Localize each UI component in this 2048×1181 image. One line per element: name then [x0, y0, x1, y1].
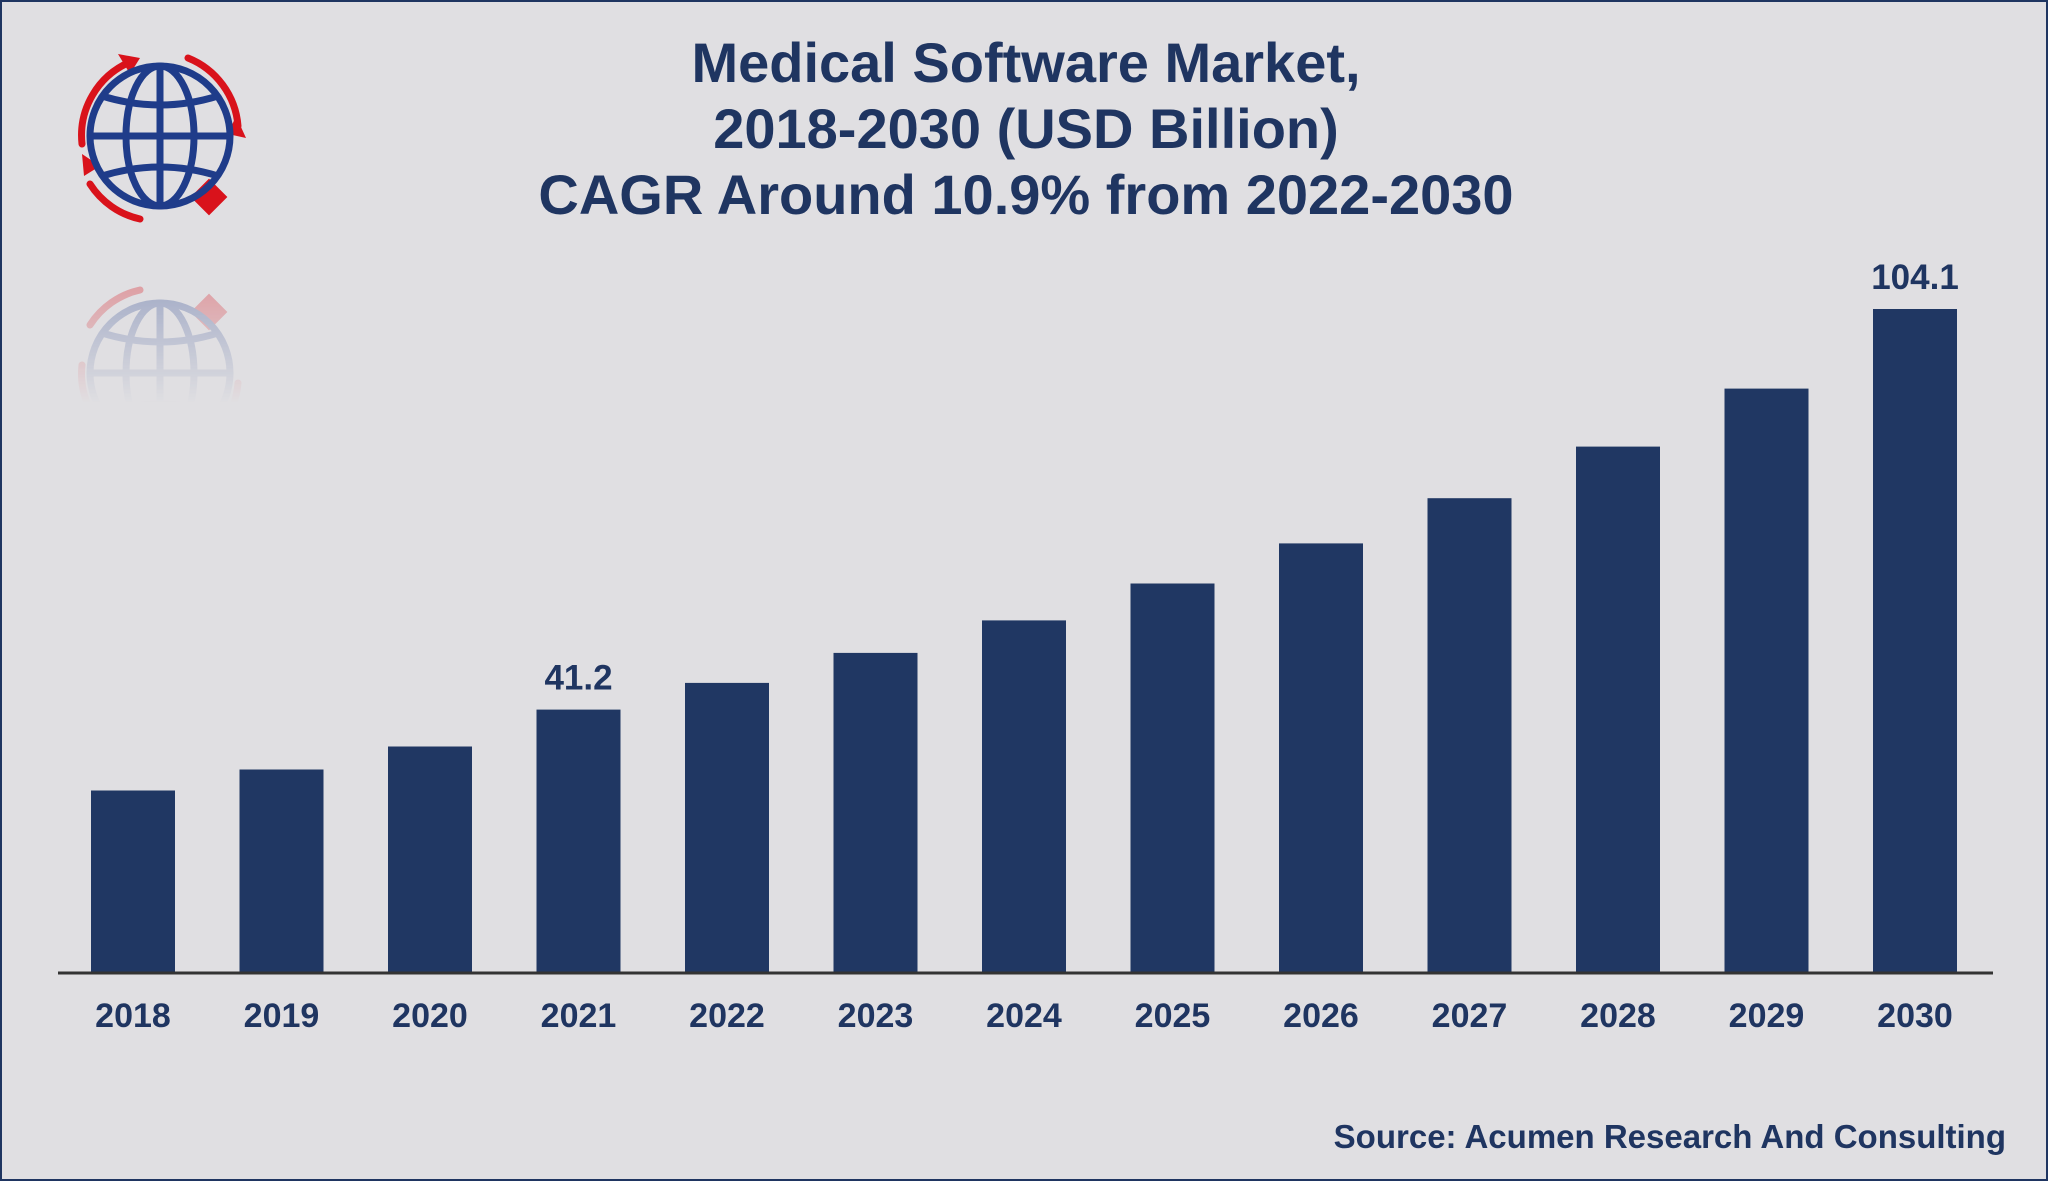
source-note: Source: Acumen Research And Consulting	[1333, 1118, 2006, 1155]
chart-title: Medical Software Market, 2018-2030 (USD …	[326, 30, 1726, 228]
bar-2024	[982, 620, 1066, 972]
bar-2030	[1873, 309, 1957, 972]
bar-2025	[1130, 583, 1215, 972]
bar-2028	[1576, 446, 1660, 973]
logo-reflection	[60, 270, 260, 475]
x-tick-label-2027: 2027	[1432, 997, 1508, 1035]
value-labels-group: 41.2 104.1	[544, 258, 1958, 698]
x-tick-label-2030: 2030	[1877, 997, 1953, 1035]
x-tick-label-2028: 2028	[1580, 997, 1656, 1035]
bar-2022	[685, 682, 769, 972]
chart-title-line-3: CAGR Around 10.9% from 2022-2030	[538, 163, 1514, 226]
x-tick-label-2020: 2020	[392, 997, 468, 1035]
bar-2018	[91, 790, 175, 972]
bar-2019	[239, 769, 324, 972]
x-tick-labels-group: 2018 2019 2020 2021 2022 2023 2024 2025 2026 2027…	[95, 997, 1953, 1035]
x-tick-label-2019: 2019	[244, 997, 320, 1035]
x-tick-label-2025: 2025	[1135, 997, 1211, 1035]
chart-title-line-1: Medical Software Market,	[691, 31, 1361, 94]
bars-group	[91, 309, 1957, 973]
x-tick-label-2022: 2022	[689, 997, 765, 1035]
x-tick-label-2021: 2021	[541, 997, 617, 1035]
bar-2020	[388, 746, 472, 972]
bar-2027	[1427, 498, 1512, 972]
x-tick-label-2024: 2024	[986, 997, 1062, 1035]
bar-2021	[536, 709, 621, 972]
bar-2023	[833, 652, 918, 972]
x-tick-label-2023: 2023	[838, 997, 914, 1035]
bar-2026	[1279, 543, 1363, 972]
globe-with-arrows-icon	[60, 34, 260, 239]
x-tick-label-2026: 2026	[1283, 997, 1359, 1035]
chart-title-line-2: 2018-2030 (USD Billion)	[713, 97, 1339, 160]
data-label-2030: 104.1	[1871, 258, 1959, 297]
x-tick-label-2018: 2018	[95, 997, 171, 1035]
data-label-2021: 41.2	[544, 659, 612, 698]
bar-2029	[1724, 388, 1809, 973]
x-tick-label-2029: 2029	[1729, 997, 1805, 1035]
